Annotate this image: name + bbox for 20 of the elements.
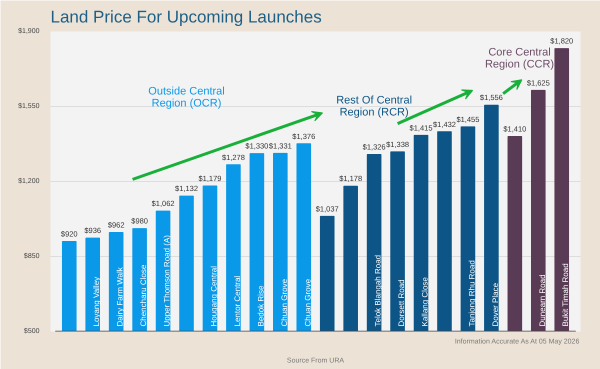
chart-title: Land Price For Upcoming Launches <box>50 8 322 26</box>
x-tick-label: Dairy Farm Walk <box>116 266 125 326</box>
x-tick-label: Upper Thomson Road (A) <box>162 234 172 326</box>
x-tick-label: Loyang Valley <box>92 276 102 326</box>
annotation: Core Central Region (CCR) <box>484 46 554 70</box>
x-tick-label: Kallang Close <box>420 276 430 326</box>
x-tick-label: Tanjong Rhu Road <box>467 260 476 326</box>
x-tick-label: Bedok Rise <box>256 285 266 326</box>
x-tick-label: Lentor Central <box>232 276 242 326</box>
annotation: Rest Of Central Region (RCR) <box>336 94 412 118</box>
x-tick-label: Bukit Timah Road <box>561 263 570 326</box>
x-tick-label: Dover Place <box>490 282 500 326</box>
x-tick-label: Chuan Grove <box>303 278 312 326</box>
x-tick-label: Chuan Grove <box>280 278 289 326</box>
x-tick-label: Chencharu Close <box>139 264 148 326</box>
x-tick-label: Dorsett Road <box>397 279 406 326</box>
x-tick-label: Dunearn Road <box>538 274 547 326</box>
x-tick-label: Telok Blangah Road <box>374 254 383 326</box>
x-tick-label: Hougang Central <box>209 266 218 326</box>
annotation: Outside Central Region (OCR) <box>148 86 225 110</box>
